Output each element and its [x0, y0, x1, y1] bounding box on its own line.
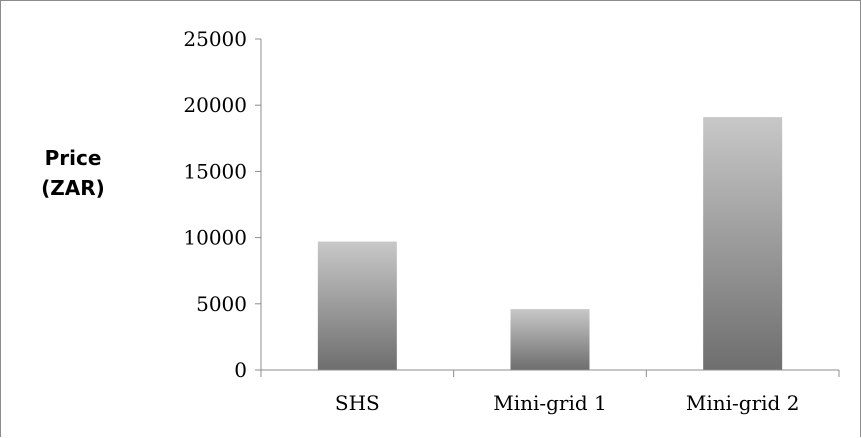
- bar-mini-grid-2: [703, 117, 783, 370]
- y-axis-title-line-2: (ZAR): [41, 176, 105, 200]
- bar-mini-grid-1: [510, 309, 590, 370]
- y-tick-label: 25000: [183, 27, 247, 51]
- bars: [317, 117, 783, 370]
- y-tick-label: 10000: [183, 226, 247, 250]
- x-tick-label: Mini-grid 1: [493, 391, 607, 415]
- y-tick-label: 5000: [196, 292, 247, 316]
- x-tick-label: Mini-grid 2: [686, 391, 800, 415]
- y-tick-label: 15000: [183, 159, 247, 183]
- x-tick-label: SHS: [335, 391, 380, 415]
- y-axis-title: Price (ZAR): [41, 146, 105, 200]
- bar-shs: [317, 241, 397, 370]
- y-axis-title-line-1: Price: [45, 146, 102, 170]
- x-axis: SHS Mini-grid 1 Mini-grid 2: [260, 369, 840, 415]
- y-axis: 0 5000 10000 15000 20000 25000: [183, 27, 262, 382]
- y-tick-label: 20000: [183, 93, 247, 117]
- y-tick-label: 0: [234, 358, 247, 382]
